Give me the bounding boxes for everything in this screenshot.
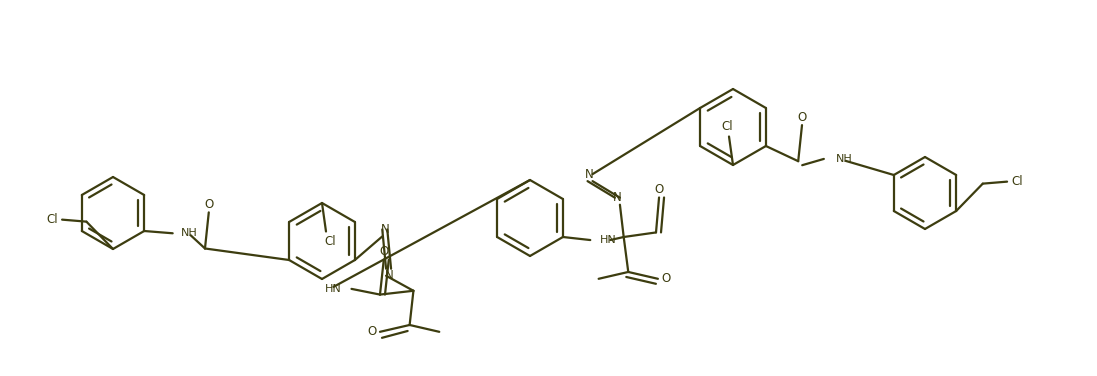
Text: N: N <box>385 269 394 282</box>
Text: NH: NH <box>836 154 852 164</box>
Text: HN: HN <box>600 235 617 245</box>
Text: O: O <box>661 272 670 285</box>
Text: Cl: Cl <box>721 120 733 133</box>
Text: Cl: Cl <box>325 235 336 248</box>
Text: O: O <box>204 198 214 211</box>
Text: Cl: Cl <box>1011 175 1022 188</box>
Text: N: N <box>585 168 593 180</box>
Text: O: O <box>798 111 806 124</box>
Text: Cl: Cl <box>46 213 58 226</box>
Text: O: O <box>655 183 664 196</box>
Text: O: O <box>367 325 376 338</box>
Text: HN: HN <box>325 284 341 294</box>
Text: N: N <box>381 223 389 236</box>
Text: O: O <box>380 245 388 258</box>
Text: N: N <box>612 191 621 204</box>
Text: NH: NH <box>181 228 197 238</box>
